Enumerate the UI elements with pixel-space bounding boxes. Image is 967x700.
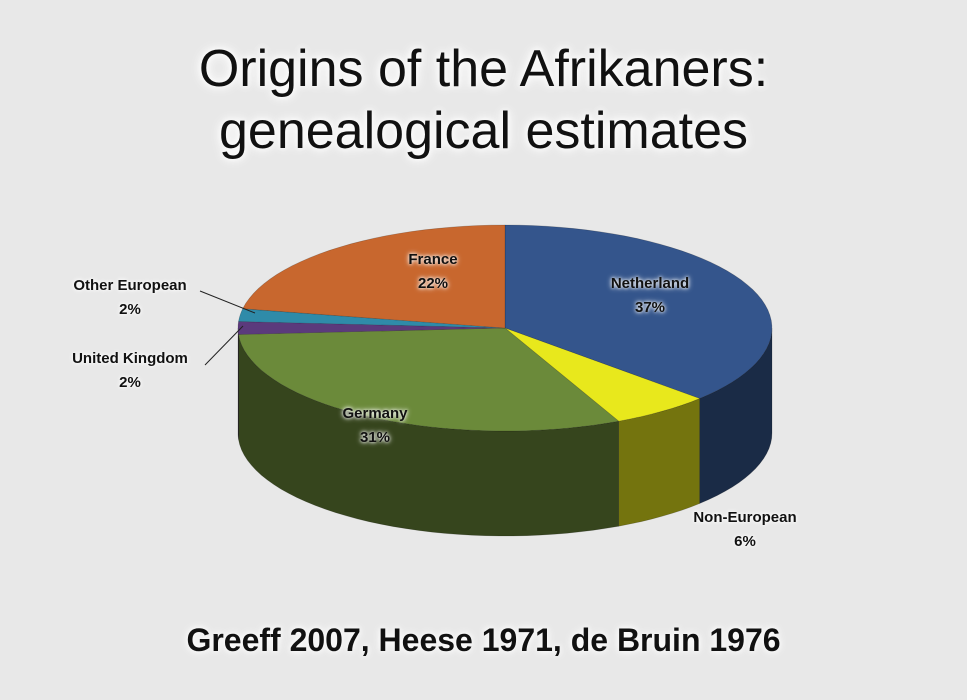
pie-side-united-kingdom (237, 328, 239, 440)
leader-line-other-european (199, 290, 256, 314)
source-note: Greeff 2007, Heese 1971, de Bruin 1976 (186, 622, 781, 658)
label-non-european: Non-European 6% (693, 509, 797, 550)
label-germany: Germany 31% (342, 405, 408, 446)
pie-slice-non-european (504, 327, 701, 422)
leader-line-united-kingdom (204, 325, 244, 366)
chart-subtitle: genealogical estimates (219, 102, 748, 160)
pie-slice-france (242, 224, 506, 329)
pie-slice-netherland (504, 224, 773, 399)
pie-slice-germany (238, 327, 620, 432)
label-united-kingdom: United Kingdom 2% (72, 350, 188, 391)
label-other-european: Other European 2% (73, 277, 187, 318)
label-netherland: Netherland 37% (610, 275, 690, 316)
chart-title: Origins of the Afrikaners: (198, 40, 769, 98)
label-france: France 22% (408, 251, 458, 292)
